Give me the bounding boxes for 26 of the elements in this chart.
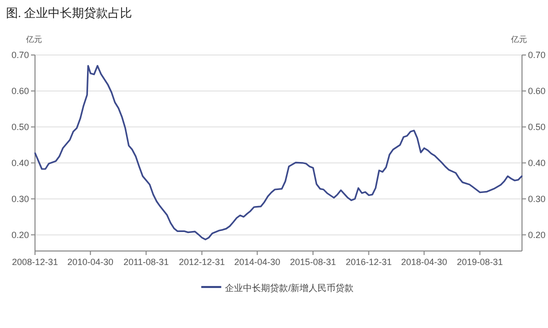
y-tick-label: 0.20 <box>11 230 29 240</box>
x-tick-label: 2019-08-31 <box>456 257 503 267</box>
x-tick-label: 2012-12-31 <box>178 257 225 267</box>
y2-tick-label: 0.50 <box>528 122 546 132</box>
x-tick-label: 2010-04-30 <box>67 257 114 267</box>
x-tick-label: 2014-04-30 <box>234 257 280 267</box>
y2-tick-label: 0.20 <box>528 230 546 240</box>
x-tick-label: 2008-12-31 <box>12 257 58 267</box>
chart-title: 图. 企业中长期贷款占比 <box>6 6 132 20</box>
y-axis-title: 亿元 <box>25 35 42 44</box>
y-tick-label: 0.50 <box>11 122 29 132</box>
y2-tick-label: 0.40 <box>528 158 546 168</box>
x-tick-label: 2011-08-31 <box>123 257 169 267</box>
legend-label: 企业中长期贷款/新增人民币贷款 <box>225 283 354 293</box>
y2-tick-label: 0.60 <box>528 86 546 96</box>
x-tick-label: 2018-04-30 <box>401 257 448 267</box>
line-series <box>34 64 523 240</box>
x-tick-label: 2016-12-31 <box>346 257 392 267</box>
y2-axis-title: 亿元 <box>510 35 527 44</box>
y-tick-label: 0.70 <box>11 50 29 60</box>
y2-tick-label: 0.70 <box>528 50 546 60</box>
x-tick-label: 2015-08-31 <box>290 257 336 267</box>
y-tick-label: 0.40 <box>11 158 29 168</box>
y-tick-label: 0.60 <box>11 86 29 96</box>
y2-tick-label: 0.30 <box>528 194 546 204</box>
y-tick-label: 0.30 <box>11 194 29 204</box>
